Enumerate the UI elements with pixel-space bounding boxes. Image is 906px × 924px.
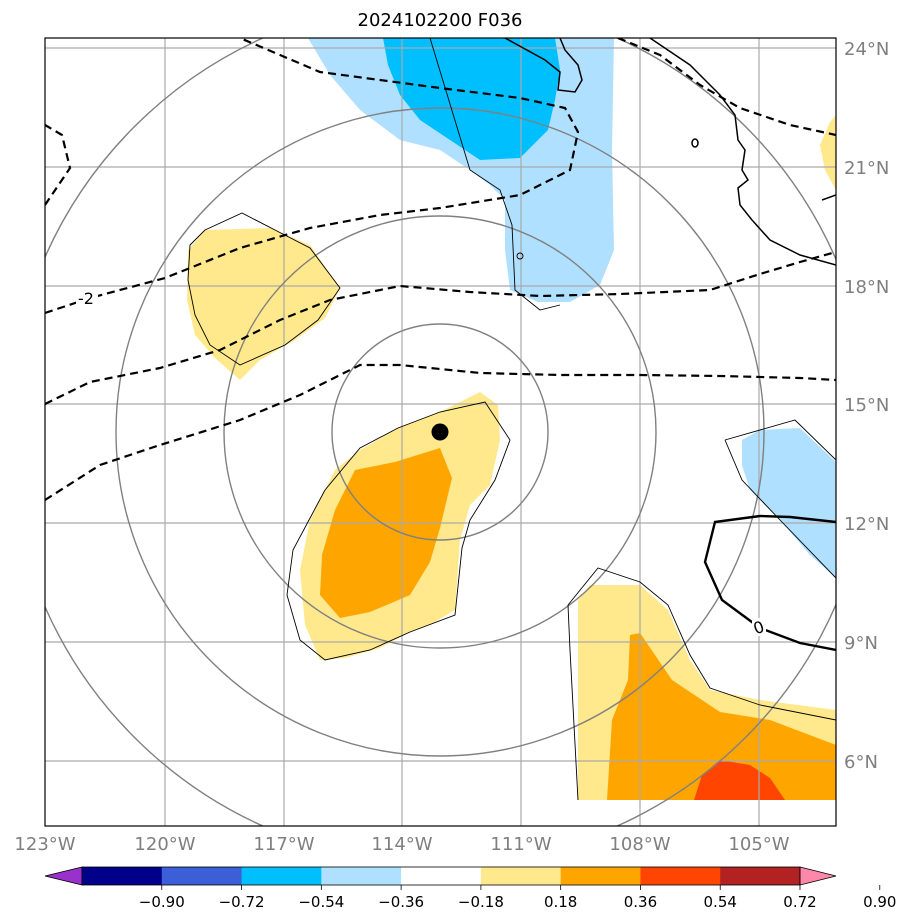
dashed-contour-4 bbox=[617, 38, 836, 137]
colorbar-segment bbox=[161, 867, 243, 885]
zero-contour bbox=[703, 514, 836, 652]
colorbar-segment bbox=[82, 867, 163, 885]
thin-contours bbox=[187, 38, 836, 801]
range-ring-1 bbox=[331, 323, 549, 541]
thin-contour-north bbox=[429, 38, 561, 311]
fill-orange-southeast bbox=[607, 633, 836, 800]
lon-labels: 123°W 120°W 117°W 114°W 111°W 108°W 105°… bbox=[14, 834, 789, 855]
lon-label-114: 114°W bbox=[371, 834, 432, 855]
colorbar-tick-label: −0.54 bbox=[298, 893, 344, 911]
lon-label-111: 111°W bbox=[490, 834, 551, 855]
colorbar-extend-high bbox=[799, 866, 837, 886]
thin-contour-southeast-2 bbox=[567, 604, 579, 801]
colorbar-segment bbox=[241, 867, 322, 885]
dashed-contour-2 bbox=[45, 250, 836, 405]
thin-contour-east-2 bbox=[724, 439, 836, 579]
thin-contour-west bbox=[187, 212, 341, 366]
lat-label-9: 9°N bbox=[844, 633, 878, 654]
colorbar-tick-label: −0.18 bbox=[458, 893, 504, 911]
colorbar-tick-label: 0.36 bbox=[624, 893, 657, 911]
fill-red-orange-southeast bbox=[694, 760, 785, 800]
colorbar-tick-label: −0.72 bbox=[219, 893, 265, 911]
map-title: 2024102200 F036 bbox=[358, 10, 523, 31]
fill-blue-north bbox=[383, 38, 560, 160]
dashed-contour-5 bbox=[45, 124, 72, 206]
contour-label-minus2: -2 bbox=[78, 289, 94, 308]
lon-label-120: 120°W bbox=[134, 834, 195, 855]
fill-orange-center bbox=[320, 448, 452, 618]
colorbar-tick-label: 0.18 bbox=[544, 893, 577, 911]
colorbar-tick-label: −0.90 bbox=[139, 893, 185, 911]
colorbar-segment bbox=[401, 867, 482, 885]
colorbar-segment bbox=[321, 867, 402, 885]
lat-label-21: 21°N bbox=[844, 158, 889, 179]
lat-label-6: 6°N bbox=[844, 752, 878, 773]
fill-yellow-northeast bbox=[820, 115, 836, 190]
dashed-contour-3 bbox=[45, 38, 580, 315]
colorbar-frame bbox=[81, 866, 801, 886]
map-area: -2 0 bbox=[45, 38, 836, 826]
range-rings bbox=[45, 38, 836, 826]
lat-label-15: 15°N bbox=[844, 395, 889, 416]
lat-label-24: 24°N bbox=[844, 39, 889, 60]
lon-label-117: 117°W bbox=[253, 834, 314, 855]
coastline-baja bbox=[504, 38, 583, 93]
lat-labels: 24°N 21°N 18°N 15°N 12°N 9°N 6°N bbox=[844, 39, 889, 773]
coastline-cape bbox=[821, 194, 836, 201]
dashed-contour-1 bbox=[45, 363, 836, 501]
thin-contour-center bbox=[286, 401, 511, 661]
range-ring-3 bbox=[115, 107, 765, 757]
island bbox=[691, 138, 699, 148]
colorbar-tick-label: −0.36 bbox=[378, 893, 424, 911]
colorbar-extend-low bbox=[44, 866, 83, 886]
gridlines bbox=[45, 38, 836, 826]
colorbar-tick-label: 0.54 bbox=[704, 893, 737, 911]
lon-label-105: 105°W bbox=[728, 834, 789, 855]
thin-contour-southeast bbox=[567, 567, 836, 721]
lat-label-12: 12°N bbox=[844, 514, 889, 535]
lon-label-123: 123°W bbox=[14, 834, 75, 855]
colorbar: −0.90 −0.72 −0.54 −0.36 −0.18 0.18 0.36 0.54 0.7… bbox=[44, 866, 896, 911]
map-frame bbox=[44, 37, 837, 827]
thin-contour-east bbox=[724, 419, 836, 461]
storm-center-marker bbox=[431, 423, 449, 441]
colorbar-segment bbox=[480, 867, 562, 885]
fill-light-blue-east bbox=[742, 428, 836, 578]
colorbar-tick-label: 0.90 bbox=[863, 893, 896, 911]
contour-label-bg-2 bbox=[752, 618, 766, 636]
colorbar-tick-label: 0.72 bbox=[783, 893, 816, 911]
colorbar-segment bbox=[720, 867, 801, 885]
thin-contour-dot bbox=[516, 252, 524, 260]
lat-label-18: 18°N bbox=[844, 277, 889, 298]
colorbar-segment bbox=[640, 867, 721, 885]
dashed-contours bbox=[45, 38, 836, 501]
colorbar-segment bbox=[560, 867, 641, 885]
range-ring-2 bbox=[223, 215, 657, 649]
lon-label-108: 108°W bbox=[609, 834, 670, 855]
contour-label-bg bbox=[76, 288, 98, 306]
